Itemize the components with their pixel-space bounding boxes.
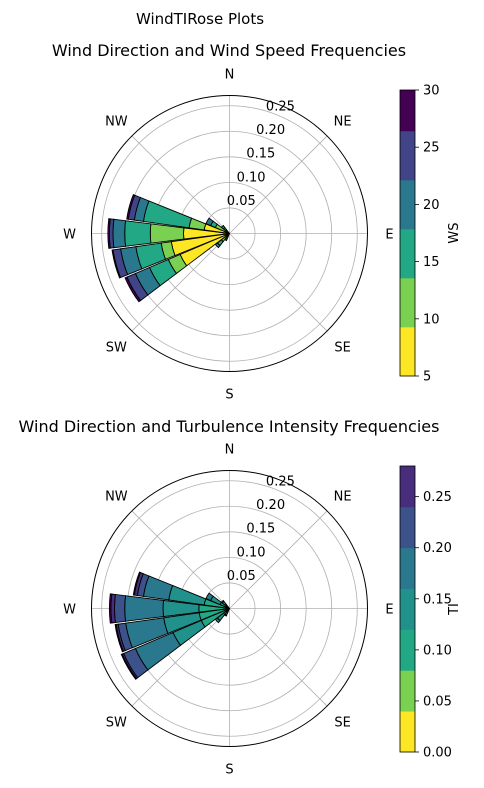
windspeed-rose-panel: Wind Direction and Wind Speed Frequencie…: [52, 41, 462, 403]
windspeed-compass-label: SE: [334, 341, 350, 356]
windspeed-sector-315-bin-2: [220, 224, 226, 230]
turbulence-sector-270-bin-5: [114, 593, 127, 624]
windspeed-sector-255-bin-5: [111, 249, 122, 279]
windspeed-colorbar-tick-label: 15: [423, 255, 440, 270]
turbulence-compass-label: NE: [334, 489, 352, 504]
windspeed-sector-300-bin-3: [205, 217, 214, 227]
turbulence-rose-frame: [91, 470, 368, 747]
turbulence-colorbar-tick-label: 0.05: [423, 694, 452, 709]
windspeed-colorbar-tick-label: 20: [423, 198, 440, 213]
turbulence-radial-tick-label: 0.05: [227, 569, 256, 584]
windspeed-colorbar-bin-3: [400, 179, 415, 230]
windspeed-radial-tick-label: 0.10: [237, 170, 266, 185]
windspeed-rose-title: Wind Direction and Wind Speed Frequencie…: [52, 41, 406, 60]
turbulence-colorbar-tick-label: 0.00: [423, 746, 452, 761]
windspeed-radial-tick-label: 0.25: [266, 99, 295, 114]
windspeed-colorbar-tick-label: 5: [423, 370, 431, 385]
turbulence-sector-300-bin-4: [205, 592, 214, 602]
turbulence-compass-label: W: [63, 603, 76, 618]
turbulence-colorbar-bin-0: [400, 711, 415, 753]
windspeed-colorbar-label: WS: [447, 222, 462, 243]
turbulence-compass-label: E: [385, 603, 393, 618]
turbulence-compass-label: N: [225, 443, 235, 458]
windspeed-colorbar-tick-label: 10: [423, 312, 440, 327]
turbulence-colorbar: 0.00 0.05 0.10 0.15 0.20 0.25 TI: [399, 465, 462, 761]
windspeed-compass-label: NW: [105, 114, 128, 129]
turbulence-rose-title: Wind Direction and Turbulence Intensity …: [19, 417, 440, 436]
windspeed-grid-spoke-135: [229, 233, 328, 332]
windspeed-colorbar-bin-2: [400, 228, 415, 279]
turbulence-sector-270-bin-7: [108, 593, 113, 624]
turbulence-colorbar-outline: [399, 465, 416, 753]
turbulence-grid-spoke-135: [229, 608, 328, 707]
turbulence-sector-225-bin-4: [214, 617, 221, 624]
windspeed-colorbar-outline: [399, 89, 416, 377]
windspeed-sector-225-bin-3: [214, 242, 221, 249]
windspeed-colorbar-tick-label: 25: [423, 141, 440, 156]
windspeed-radial-tick-label: 0.15: [246, 147, 275, 162]
windspeed-rose-frame: [91, 95, 368, 372]
turbulence-colorbar-tick-label: 0.15: [423, 592, 452, 607]
turbulence-sector-270-bin-4: [124, 595, 165, 622]
turbulence-colorbar-bin-1: [400, 670, 415, 712]
windspeed-sector-270-bin-3: [112, 218, 127, 249]
windspeed-compass-label: NE: [334, 114, 352, 129]
turbulence-sector-210-bin-4: [223, 613, 228, 617]
turbulence-compass-label: NW: [105, 489, 128, 504]
windspeed-colorbar-bin-4: [400, 130, 415, 181]
turbulence-grid-spoke-45: [229, 510, 328, 609]
turbulence-radial-tick-label: 0.10: [237, 545, 266, 560]
turbulence-radial-tick-label: 0.20: [256, 498, 285, 513]
turbulence-grid-spoke-315: [131, 510, 230, 609]
windspeed-colorbar-tick-label: 30: [423, 84, 440, 99]
turbulence-compass-label: SE: [334, 716, 350, 731]
turbulence-radial-tick-label: 0.15: [246, 522, 275, 537]
windspeed-colorbar: 5 10 15 20 25 30 WS: [399, 84, 462, 385]
windspeed-compass-label: S: [225, 388, 233, 403]
turbulence-sector-240-bin-7: [120, 653, 138, 680]
windspeed-sector-285-bin-5: [126, 194, 136, 220]
turbulence-sector-255-bin-7: [114, 623, 124, 653]
windspeed-grid-spoke-45: [229, 135, 328, 234]
windspeed-sector-270-bin-2: [124, 220, 152, 247]
turbulence-sector-285-bin-7: [132, 571, 141, 596]
windspeed-colorbar-bin-0: [400, 326, 415, 377]
turbulence-colorbar-tick-label: 0.20: [423, 541, 452, 556]
turbulence-colorbar-bin-2: [400, 629, 415, 671]
windspeed-sector-270-bin-5: [107, 218, 111, 249]
turbulence-colorbar-label: TI: [447, 603, 462, 616]
figure-suptitle: WindTIRose Plots: [136, 10, 264, 28]
windspeed-sector-210-bin-2: [224, 237, 228, 242]
turbulence-colorbar-bin-3: [400, 588, 415, 630]
turbulence-sector-315-bin-4: [220, 599, 225, 604]
turbulence-colorbar-bin-6: [400, 466, 415, 508]
windspeed-sector-285-bin-1: [188, 217, 207, 231]
turbulence-rose-plot: 0.05 0.10 0.15 0.20 0.25 N NE E SE S SW W NW: [63, 443, 394, 778]
windspeed-colorbar-bin-1: [400, 277, 415, 328]
turbulence-colorbar-bin-5: [400, 506, 415, 549]
windspeed-radial-tick-label: 0.20: [256, 123, 285, 138]
windspeed-rose-plot: 0.05 0.10 0.15 0.20 0.25 N NE E SE S SW W NW: [63, 68, 394, 403]
windspeed-compass-label: E: [385, 228, 393, 243]
windspeed-radial-tick-label: 0.05: [227, 194, 256, 209]
windspeed-compass-label: W: [63, 228, 76, 243]
windspeed-grid-spoke-315: [131, 135, 230, 234]
turbulence-colorbar-tick-label: 0.25: [423, 490, 452, 505]
windspeed-sector-240-bin-5: [124, 276, 142, 303]
turbulence-colorbar-bin-4: [400, 547, 415, 589]
windspeed-compass-label: N: [225, 68, 235, 83]
turbulence-radial-tick-label: 0.25: [266, 474, 295, 489]
windspeed-compass-label: SW: [106, 341, 127, 356]
windspeed-grid-spoke-225: [131, 233, 230, 332]
turbulence-compass-label: S: [225, 763, 233, 778]
windspeed-colorbar-bin-5: [400, 90, 415, 132]
turbulence-compass-label: SW: [106, 716, 127, 731]
turbulence-rose-panel: Wind Direction and Turbulence Intensity …: [19, 417, 462, 778]
turbulence-grid-spoke-225: [131, 608, 230, 707]
turbulence-colorbar-tick-label: 0.10: [423, 643, 452, 658]
